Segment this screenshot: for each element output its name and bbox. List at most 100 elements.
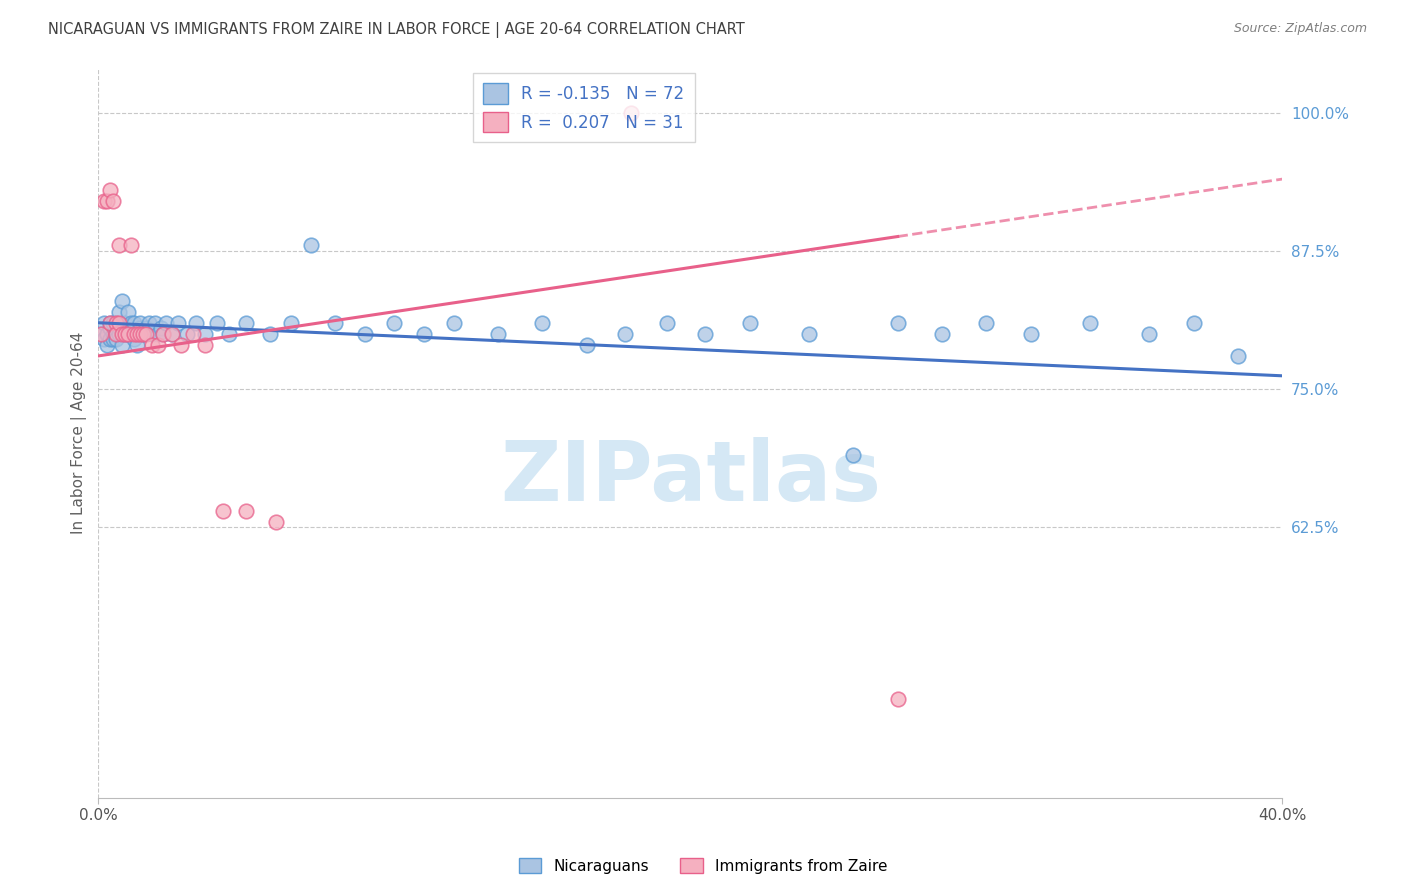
Point — [162, 326, 184, 341]
Point — [105, 316, 128, 330]
Point — [105, 316, 128, 330]
Point — [98, 316, 121, 330]
Point — [886, 316, 908, 330]
Point — [486, 326, 509, 341]
Point — [155, 316, 177, 330]
Point — [111, 338, 134, 352]
Point — [152, 326, 174, 341]
Point — [264, 515, 287, 529]
Legend: R = -0.135   N = 72, R =  0.207   N = 31: R = -0.135 N = 72, R = 0.207 N = 31 — [472, 73, 695, 142]
Point — [90, 326, 112, 341]
Point — [101, 326, 124, 341]
Point — [614, 326, 637, 341]
Point — [125, 326, 148, 341]
Point — [108, 238, 131, 252]
Point — [98, 316, 121, 330]
Point — [1137, 326, 1160, 341]
Point — [108, 316, 131, 330]
Point — [170, 338, 193, 352]
Point — [1078, 316, 1101, 330]
Point — [211, 503, 233, 517]
Text: ZIPatlas: ZIPatlas — [501, 436, 882, 517]
Point — [132, 326, 155, 341]
Point — [93, 316, 115, 330]
Legend: Nicaraguans, Immigrants from Zaire: Nicaraguans, Immigrants from Zaire — [512, 852, 894, 880]
Point — [181, 326, 204, 341]
Point — [167, 316, 190, 330]
Point — [797, 326, 820, 341]
Point — [235, 316, 257, 330]
Point — [146, 338, 169, 352]
Point — [443, 316, 465, 330]
Point — [141, 326, 163, 341]
Point — [695, 326, 717, 341]
Y-axis label: In Labor Force | Age 20-64: In Labor Force | Age 20-64 — [72, 332, 87, 534]
Point — [122, 316, 145, 330]
Point — [1227, 349, 1250, 363]
Point — [120, 326, 142, 341]
Point — [108, 304, 131, 318]
Point — [135, 326, 157, 341]
Point — [135, 321, 157, 335]
Point — [128, 326, 150, 341]
Point — [976, 316, 998, 330]
Point — [620, 105, 643, 120]
Point — [93, 194, 115, 209]
Point — [117, 326, 139, 341]
Point — [111, 293, 134, 308]
Text: Source: ZipAtlas.com: Source: ZipAtlas.com — [1233, 22, 1367, 36]
Point — [117, 304, 139, 318]
Point — [120, 238, 142, 252]
Point — [125, 338, 148, 352]
Point — [96, 326, 118, 341]
Point — [101, 316, 124, 330]
Point — [114, 326, 136, 341]
Point — [218, 326, 240, 341]
Point — [122, 332, 145, 346]
Point — [117, 326, 139, 341]
Point — [90, 326, 112, 341]
Point — [105, 326, 128, 341]
Point — [323, 316, 346, 330]
Point — [280, 316, 302, 330]
Point — [93, 332, 115, 346]
Point — [122, 326, 145, 341]
Point — [353, 326, 375, 341]
Point — [146, 326, 169, 341]
Point — [105, 326, 128, 341]
Point — [114, 326, 136, 341]
Point — [143, 316, 166, 330]
Point — [111, 326, 134, 341]
Point — [96, 338, 118, 352]
Point — [98, 332, 121, 346]
Point — [575, 338, 598, 352]
Point — [194, 326, 217, 341]
Point — [120, 316, 142, 330]
Point — [101, 194, 124, 209]
Point — [842, 449, 865, 463]
Point — [105, 332, 128, 346]
Point — [96, 194, 118, 209]
Point — [162, 326, 184, 341]
Point — [194, 338, 217, 352]
Text: NICARAGUAN VS IMMIGRANTS FROM ZAIRE IN LABOR FORCE | AGE 20-64 CORRELATION CHART: NICARAGUAN VS IMMIGRANTS FROM ZAIRE IN L… — [48, 22, 745, 38]
Point — [655, 316, 678, 330]
Point — [101, 332, 124, 346]
Point — [152, 326, 174, 341]
Point — [738, 316, 761, 330]
Point — [413, 326, 436, 341]
Point — [235, 503, 257, 517]
Point — [108, 326, 131, 341]
Point — [125, 326, 148, 341]
Point — [149, 321, 172, 335]
Point — [531, 316, 554, 330]
Point — [301, 238, 323, 252]
Point — [176, 326, 198, 341]
Point — [98, 321, 121, 335]
Point — [132, 326, 155, 341]
Point — [205, 316, 228, 330]
Point — [384, 316, 406, 330]
Point — [141, 338, 163, 352]
Point — [1182, 316, 1205, 330]
Point — [931, 326, 953, 341]
